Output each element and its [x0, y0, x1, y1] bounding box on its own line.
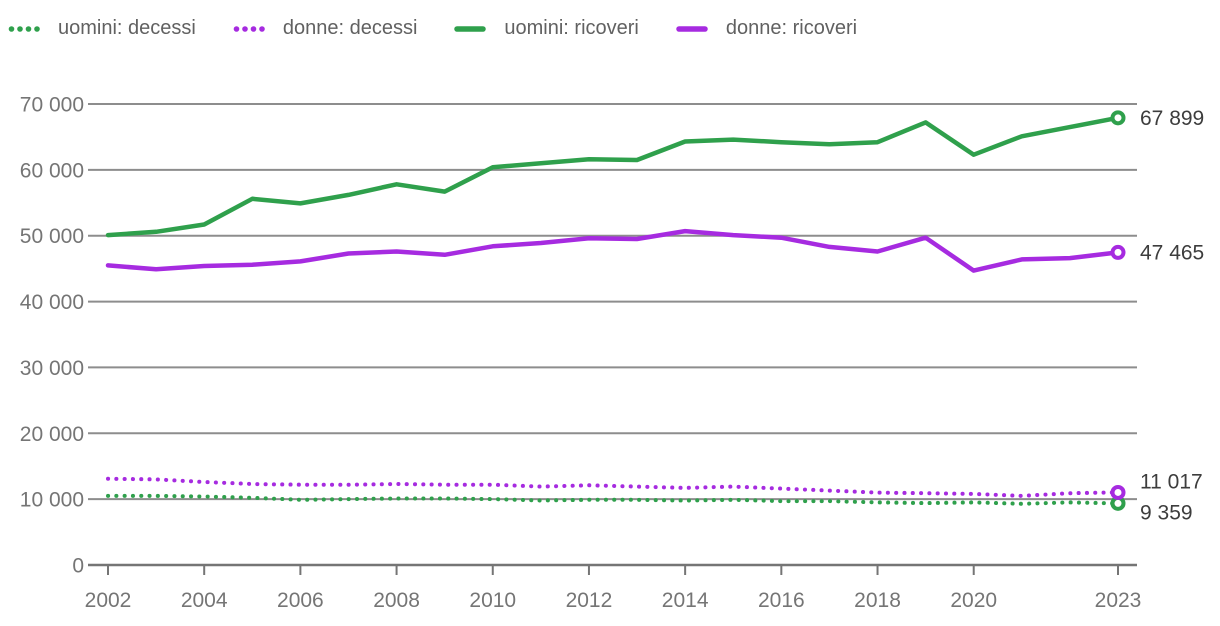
- dotted-line-swatch-icon: [8, 25, 40, 32]
- legend-label: uomini: decessi: [58, 17, 196, 39]
- y-tick-label-10-000: 10 000: [20, 489, 84, 512]
- legend-item-donne-decessi: donne: decessi: [232, 17, 418, 40]
- y-tick-label-0: 0: [72, 555, 84, 578]
- y-tick-label-60-000: 60 000: [20, 159, 84, 182]
- x-tick-label-2014: 2014: [662, 589, 709, 612]
- end-value-label-donne-decessi: 11 017: [1140, 470, 1203, 493]
- legend-item-uomini-ricoveri: uomini: ricoveri: [453, 17, 639, 40]
- y-tick-label-30-000: 30 000: [20, 357, 84, 380]
- y-tick-label-50-000: 50 000: [20, 225, 84, 248]
- series-line-uomini-decessi: [106, 493, 1120, 506]
- x-tick-label-2004: 2004: [181, 589, 228, 612]
- x-tick-label-2020: 2020: [950, 589, 997, 612]
- x-tick-label-2023: 2023: [1095, 589, 1142, 612]
- series-line-donne-decessi: [106, 476, 1120, 498]
- legend: uomini: decessi donne: decessi uomini: ric…: [7, 17, 857, 40]
- end-marker-donne-ricoveri: [1110, 244, 1126, 260]
- end-marker-donne-decessi: [1110, 484, 1126, 500]
- y-tick-label-70-000: 70 000: [20, 94, 84, 117]
- legend-item-uomini-decessi: uomini: decessi: [7, 17, 196, 40]
- dotted-line-swatch-icon: [233, 25, 265, 32]
- legend-item-donne-ricoveri: donne: ricoveri: [675, 17, 857, 40]
- x-tick-label-2006: 2006: [277, 589, 324, 612]
- series-line-donne-ricoveri: [105, 228, 1121, 273]
- y-tick-label-20-000: 20 000: [20, 423, 84, 446]
- end-value-label-donne-ricoveri: 47 465: [1140, 241, 1204, 264]
- y-tick-label-40-000: 40 000: [20, 291, 84, 314]
- end-marker-uomini-ricoveri: [1110, 110, 1126, 126]
- series-line-uomini-ricoveri: [105, 115, 1121, 238]
- x-tick-label-2016: 2016: [758, 589, 805, 612]
- legend-label: donne: ricoveri: [725, 17, 858, 39]
- x-tick-label-2010: 2010: [469, 589, 516, 612]
- x-tick-label-2018: 2018: [854, 589, 901, 612]
- x-tick-label-2008: 2008: [373, 589, 420, 612]
- end-value-label-uomini-ricoveri: 67 899: [1140, 107, 1204, 130]
- legend-label: uomini: ricoveri: [504, 17, 639, 39]
- solid-line-swatch-icon: [676, 25, 708, 32]
- x-tick-label-2002: 2002: [85, 589, 132, 612]
- solid-line-swatch-icon: [454, 25, 487, 32]
- end-value-label-uomini-decessi: 9 359: [1140, 501, 1193, 524]
- legend-label: donne: decessi: [282, 17, 418, 39]
- x-tick-label-2012: 2012: [566, 589, 613, 612]
